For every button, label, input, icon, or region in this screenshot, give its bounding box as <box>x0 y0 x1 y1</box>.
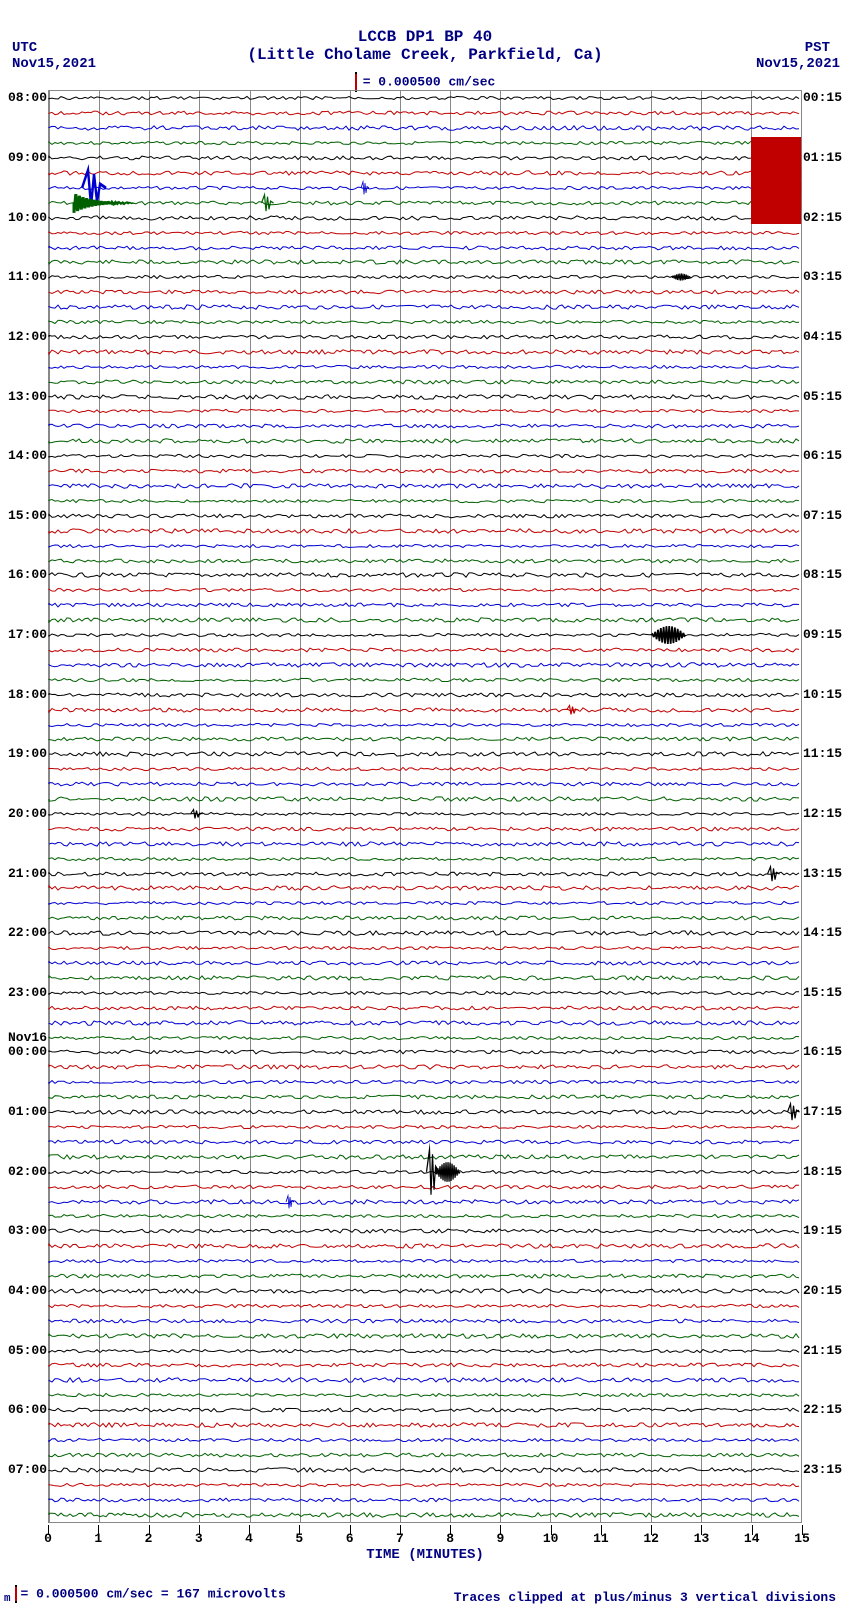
utc-time-label: 19:00 <box>3 746 47 761</box>
pst-time-label: 11:15 <box>803 746 847 761</box>
seismic-event <box>651 625 686 645</box>
pst-time-label: 23:15 <box>803 1462 847 1477</box>
utc-time-label: 17:00 <box>3 627 47 642</box>
utc-time-label: 00:00 <box>3 1044 47 1059</box>
utc-time-label: 18:00 <box>3 687 47 702</box>
utc-time-label: 10:00 <box>3 210 47 225</box>
utc-time-label: 16:00 <box>3 567 47 582</box>
pst-time-label: 06:15 <box>803 448 847 463</box>
utc-time-label: 20:00 <box>3 806 47 821</box>
utc-date: Nov15,2021 <box>12 56 96 72</box>
x-tick-label: 8 <box>446 1531 454 1546</box>
pst-time-label: 21:15 <box>803 1343 847 1358</box>
x-tick-label: 0 <box>44 1531 52 1546</box>
utc-time-label: 11:00 <box>3 269 47 284</box>
pst-time-label: 12:15 <box>803 806 847 821</box>
pst-time-label: 07:15 <box>803 508 847 523</box>
seismic-event <box>189 809 204 819</box>
pst-time-label: 05:15 <box>803 389 847 404</box>
pst-time-label: 00:15 <box>803 90 847 105</box>
utc-time-label: 05:00 <box>3 1343 47 1358</box>
seismic-event <box>565 705 580 715</box>
utc-time-label: 15:00 <box>3 508 47 523</box>
seismic-event <box>786 1103 801 1121</box>
x-tick-label: 1 <box>94 1531 102 1546</box>
seismic-event <box>671 273 691 281</box>
pst-time-label: 17:15 <box>803 1104 847 1119</box>
pst-time-label: 16:15 <box>803 1044 847 1059</box>
utc-label: UTC <box>12 40 37 56</box>
pst-time-label: 19:15 <box>803 1223 847 1238</box>
x-tick-label: 6 <box>346 1531 354 1546</box>
x-tick-label: 10 <box>543 1531 559 1546</box>
pst-time-label: 20:15 <box>803 1283 847 1298</box>
x-axis: TIME (MINUTES) 0123456789101112131415 <box>48 1525 802 1555</box>
x-tick-label: 15 <box>794 1531 810 1546</box>
x-axis-title: TIME (MINUTES) <box>48 1547 802 1563</box>
day-label: Nov16 <box>3 1030 47 1045</box>
x-tick-label: 14 <box>744 1531 760 1546</box>
x-tick-label: 13 <box>694 1531 710 1546</box>
utc-time-label: 14:00 <box>3 448 47 463</box>
utc-time-label: 06:00 <box>3 1402 47 1417</box>
pst-time-label: 15:15 <box>803 985 847 1000</box>
x-tick-label: 2 <box>145 1531 153 1546</box>
pst-time-label: 02:15 <box>803 210 847 225</box>
pst-time-label: 10:15 <box>803 687 847 702</box>
x-tick-label: 12 <box>643 1531 659 1546</box>
seismic-event <box>435 1161 460 1183</box>
seismic-event <box>260 194 275 212</box>
utc-time-label: 01:00 <box>3 1104 47 1119</box>
x-tick-label: 5 <box>295 1531 303 1546</box>
seismic-event <box>360 181 370 195</box>
x-tick-label: 4 <box>245 1531 253 1546</box>
pst-label: PST <box>805 40 830 56</box>
pst-time-label: 01:15 <box>803 150 847 165</box>
chart-title-1: LCCB DP1 BP 40 <box>0 28 850 46</box>
pst-time-label: 13:15 <box>803 866 847 881</box>
x-tick-label: 9 <box>496 1531 504 1546</box>
x-tick-label: 11 <box>593 1531 609 1546</box>
utc-time-label: 03:00 <box>3 1223 47 1238</box>
pst-time-label: 08:15 <box>803 567 847 582</box>
seismic-event <box>285 1195 295 1209</box>
utc-time-label: 02:00 <box>3 1164 47 1179</box>
x-tick-label: 3 <box>195 1531 203 1546</box>
pst-date: Nov15,2021 <box>756 56 840 72</box>
utc-time-label: 21:00 <box>3 866 47 881</box>
pst-time-label: 09:15 <box>803 627 847 642</box>
utc-time-label: 09:00 <box>3 150 47 165</box>
pst-time-label: 14:15 <box>803 925 847 940</box>
seismic-event <box>766 866 781 882</box>
pst-time-label: 04:15 <box>803 329 847 344</box>
x-tick-label: 7 <box>396 1531 404 1546</box>
pst-time-label: 03:15 <box>803 269 847 284</box>
seismogram-plot: 08:0000:1509:0001:1510:0002:1511:0003:15… <box>48 90 802 1523</box>
utc-time-label: 12:00 <box>3 329 47 344</box>
utc-time-label: 04:00 <box>3 1283 47 1298</box>
utc-time-label: 23:00 <box>3 985 47 1000</box>
utc-time-label: 07:00 <box>3 1462 47 1477</box>
utc-time-label: 08:00 <box>3 90 47 105</box>
footer-note: Traces clipped at plus/minus 3 vertical … <box>454 1590 836 1605</box>
seismic-event <box>751 182 801 224</box>
footer-scale: m= 0.000500 cm/sec = 167 microvolts <box>4 1585 286 1605</box>
pst-time-label: 22:15 <box>803 1402 847 1417</box>
pst-time-label: 18:15 <box>803 1164 847 1179</box>
chart-title-2: (Little Cholame Creek, Parkfield, Ca) <box>0 46 850 64</box>
utc-time-label: 13:00 <box>3 389 47 404</box>
seismic-event <box>74 192 134 214</box>
utc-time-label: 22:00 <box>3 925 47 940</box>
